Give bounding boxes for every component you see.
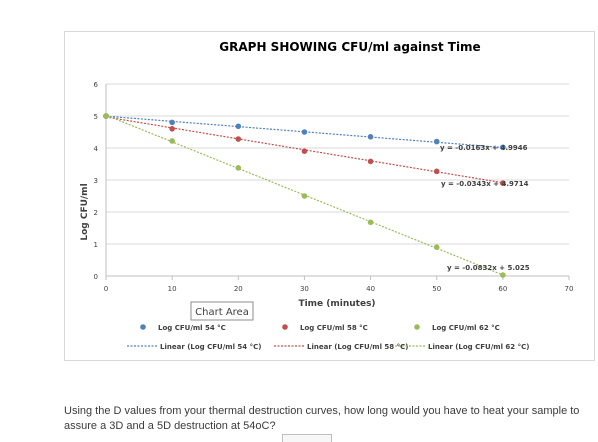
data-point-series-3 [433, 244, 440, 250]
y-tick-label: 1 [94, 241, 98, 249]
y-tick-label: 2 [94, 209, 98, 217]
question-text: Using the D values from your thermal des… [64, 405, 580, 432]
y-tick-labels: 0 1 2 3 4 5 6 [94, 81, 99, 281]
x-tick-label: 30 [300, 285, 309, 293]
x-tick-label: 60 [498, 285, 507, 293]
data-point-series-2 [301, 148, 308, 154]
chart-title: GRAPH SHOWING CFU/ml against Time [219, 40, 480, 54]
data-points [103, 113, 506, 278]
y-tick-label: 3 [94, 177, 98, 185]
legend-trendline-label-3: Linear (Log CFU/ml 62 °C) [428, 343, 529, 351]
y-tick-label: 4 [94, 145, 99, 153]
data-point-series-3 [235, 165, 242, 171]
x-tick-label: 20 [234, 285, 243, 293]
y-tick-label: 5 [94, 113, 98, 121]
data-point-series-1 [235, 123, 242, 130]
data-point-series-1 [367, 134, 374, 140]
toolbar-stub [282, 434, 332, 442]
y-tick-label: 6 [94, 81, 99, 89]
legend-label-3: Log CFU/ml 62 °C [432, 324, 500, 332]
chart-area-tooltip: Chart Area [190, 301, 254, 321]
legend-trendline-label-1: Linear (Log CFU/ml 54 °C) [160, 343, 261, 351]
x-tick-labels: 0 10 20 30 40 50 60 70 [104, 285, 574, 293]
chart-svg: GRAPH SHOWING CFU/ml against Time 0 1 2 3 4 5… [80, 40, 574, 351]
legend-marker-1 [140, 324, 146, 330]
data-point-series-1 [169, 119, 175, 126]
data-point-series-2 [433, 168, 440, 175]
x-tick-label: 0 [104, 285, 108, 293]
legend-label-1: Log CFU/ml 54 °C [158, 324, 226, 332]
data-point-series-3 [169, 138, 175, 144]
data-point-series-3 [103, 113, 109, 119]
x-tick-label: 50 [432, 285, 441, 293]
y-tick-label: 0 [94, 273, 98, 281]
legend-marker-2 [282, 324, 288, 330]
data-point-series-1 [500, 144, 506, 151]
trendline-equation-2: y = -0.0343x + 4.9714 [441, 180, 529, 188]
x-tick-label: 10 [168, 285, 177, 293]
data-point-series-1 [301, 129, 308, 135]
chart-area-tooltip-text: Chart Area [195, 307, 249, 318]
data-point-series-3 [500, 272, 506, 278]
grid-lines [106, 83, 569, 245]
trendline-equations: y = -0.0163x + 4.9946 y = -0.0343x + 4.97… [440, 144, 530, 272]
data-point-series-2 [367, 158, 374, 165]
y-axis-label: Log CFU/ml [80, 183, 90, 240]
data-point-series-1 [433, 138, 440, 145]
x-tick-label: 70 [565, 285, 574, 293]
data-point-series-3 [367, 219, 374, 226]
trendline-equation-1: y = -0.0163x + 4.9946 [440, 144, 528, 152]
trendline-equation-3: y = -0.0832x + 5.025 [447, 264, 530, 272]
legend-label-2: Log CFU/ml 58 °C [300, 324, 368, 332]
data-point-series-2 [169, 126, 175, 132]
x-tick-label: 40 [366, 285, 375, 293]
data-point-series-2 [500, 180, 506, 186]
legend-marker-3 [414, 324, 420, 330]
chart-area[interactable]: GRAPH SHOWING CFU/ml against Time 0 1 2 3 4 5… [64, 31, 595, 361]
legend-trendline-label-2: Linear (Log CFU/ml 58 °C) [307, 343, 408, 351]
legend: Log CFU/ml 54 °C Linear (Log CFU/ml 54 °C… [127, 324, 529, 351]
x-axis-label: Time (minutes) [298, 299, 375, 309]
data-point-series-3 [301, 193, 308, 199]
data-point-series-2 [235, 136, 242, 142]
